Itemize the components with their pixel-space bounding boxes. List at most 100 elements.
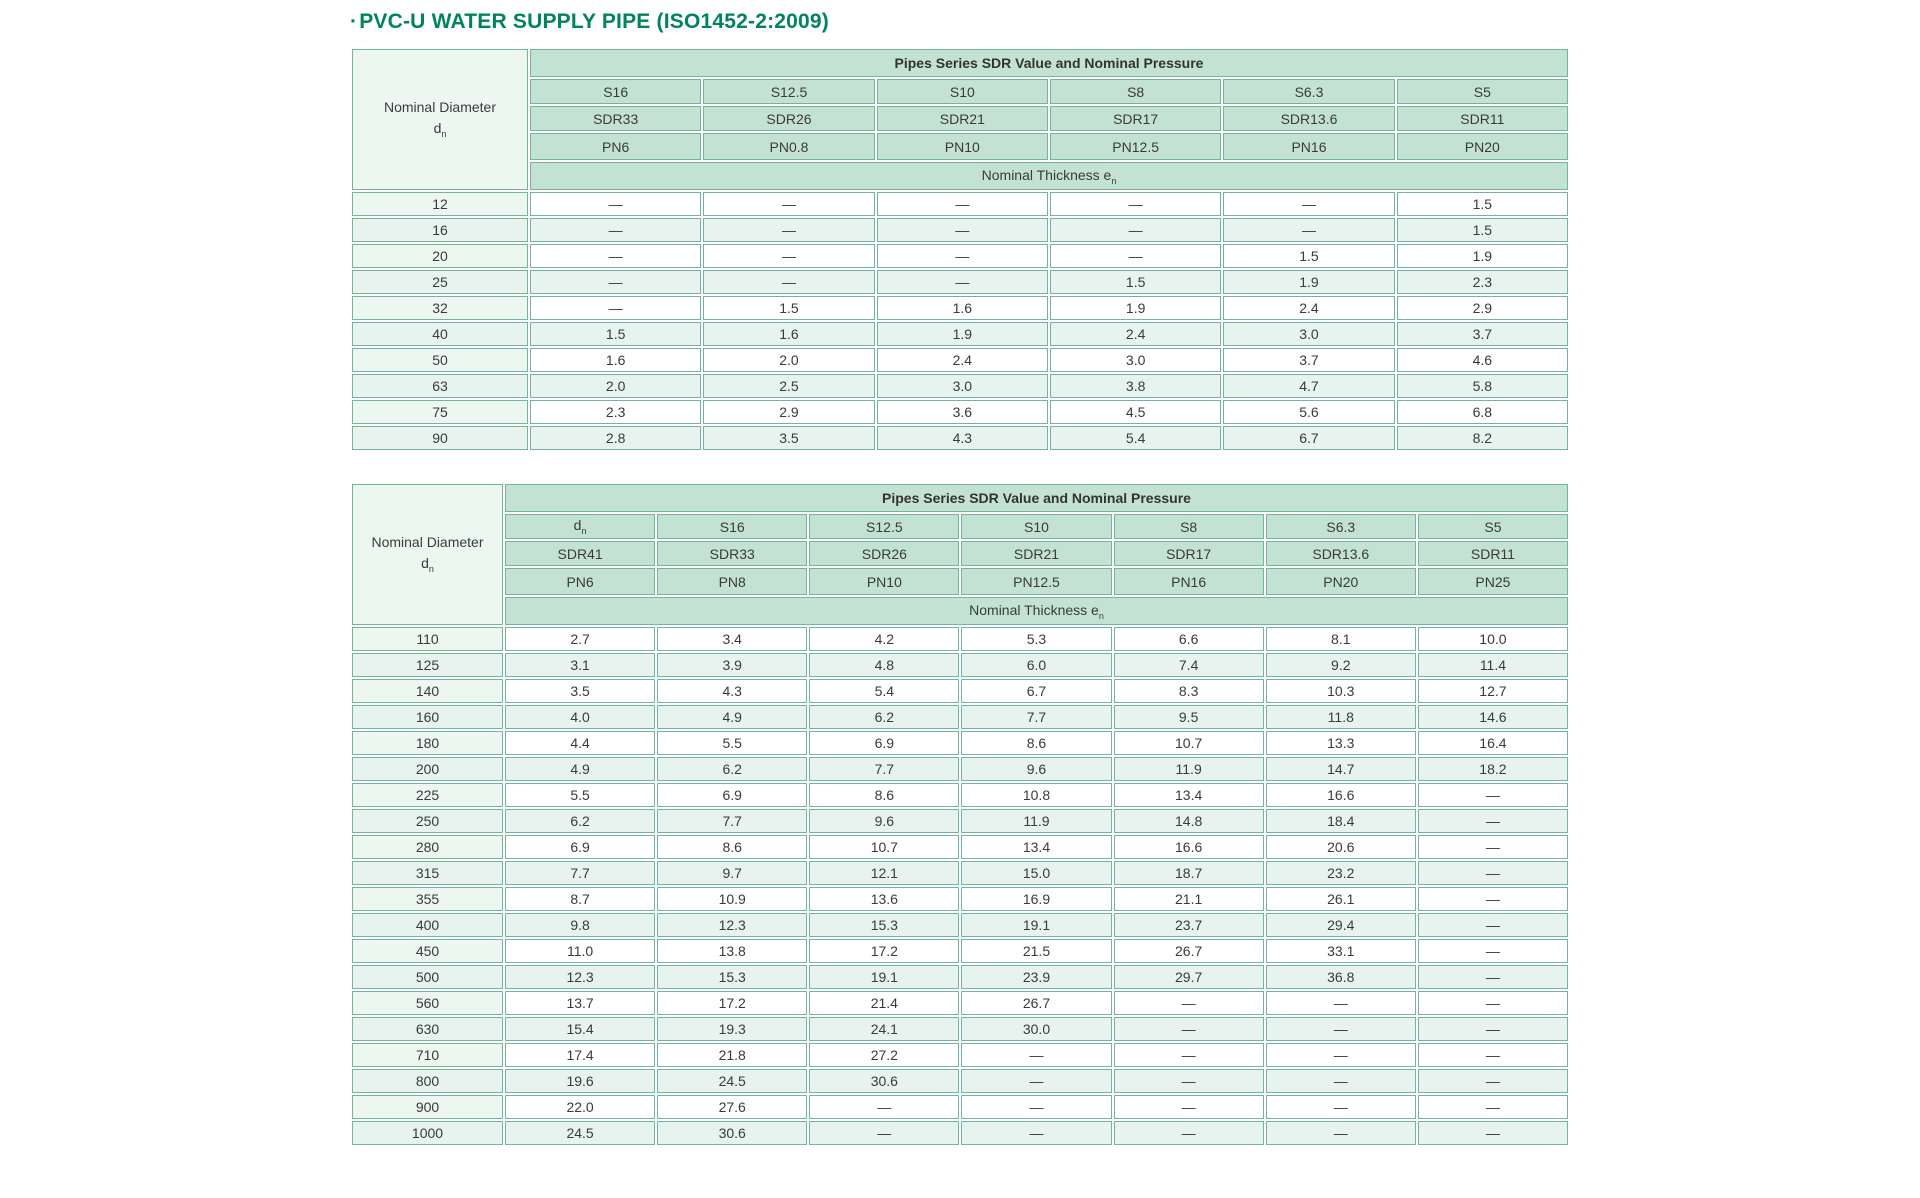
table-row: 160 4.0 4.9 6.2 7.7 9.5 11.8 14.6	[352, 705, 1568, 729]
thickness-value-cell: 16.6	[1113, 835, 1264, 859]
nominal-diameter-symbol: dn	[421, 555, 434, 575]
thickness-value-cell: 15.4	[505, 1017, 656, 1041]
thickness-value-cell: —	[1417, 861, 1568, 885]
thickness-value-cell: 13.6	[809, 887, 960, 911]
thickness-value-cell: —	[1417, 939, 1568, 963]
thickness-value-cell: 7.7	[961, 705, 1112, 729]
sdr-header-cell: SDR17	[1049, 106, 1222, 131]
table-row: 250 6.2 7.7 9.6 11.9 14.8 18.4—	[352, 809, 1568, 833]
diameter-cell: 63	[352, 374, 528, 398]
thickness-value-cell: 27.2	[809, 1043, 960, 1067]
thickness-value-cell: —	[1265, 1017, 1416, 1041]
thickness-value-cell: 3.9	[657, 653, 808, 677]
thickness-value-cell: 26.1	[1265, 887, 1416, 911]
thickness-value-cell: 24.5	[505, 1121, 656, 1145]
thickness-value-cell: 11.4	[1417, 653, 1568, 677]
thickness-value-cell: 8.6	[961, 731, 1112, 755]
nominal-thickness-header: Nominal Thickness en	[505, 597, 1568, 625]
table-row: 63 2.0 2.5 3.0 3.8 4.7 5.8	[352, 374, 1568, 398]
table-row: 710 17.4 21.8 27.2— — — —	[352, 1043, 1568, 1067]
thickness-value-cell: 16.6	[1265, 783, 1416, 807]
sdr-header-cell: SDR26	[703, 106, 875, 131]
thickness-value-cell: 2.3	[530, 400, 702, 424]
diameter-cell: 315	[352, 861, 503, 885]
thickness-value-cell: 3.8	[1049, 374, 1222, 398]
table-row: 32—1.5 1.6 1.9 2.4 2.9	[352, 296, 1568, 320]
thickness-value-cell: 5.6	[1223, 400, 1395, 424]
table-row: 12— — — — —1.5	[352, 192, 1568, 216]
pn-header-cell: PN16	[1223, 133, 1395, 160]
thickness-value-cell: —	[1113, 1043, 1264, 1067]
thickness-value-cell: 6.9	[657, 783, 808, 807]
table-row: 1000 24.5 30.6— — — — —	[352, 1121, 1568, 1145]
table-row: 355 8.7 10.9 13.6 16.9 21.1 26.1—	[352, 887, 1568, 911]
thickness-value-cell: —	[703, 218, 875, 242]
diameter-cell: 280	[352, 835, 503, 859]
thickness-value-cell: 4.9	[505, 757, 656, 781]
diameter-cell: 90	[352, 426, 528, 450]
thickness-value-cell: 30.0	[961, 1017, 1112, 1041]
thickness-value-cell: 6.9	[809, 731, 960, 755]
sdr-header-cell: SDR11	[1417, 541, 1568, 566]
pn-header-cell: PN12.5	[961, 568, 1112, 595]
table-row: 25— — —1.5 1.9 2.3	[352, 270, 1568, 294]
thickness-value-cell: 33.1	[1265, 939, 1416, 963]
thickness-value-cell: 2.9	[1396, 296, 1568, 320]
thickness-value-cell: 2.0	[703, 348, 875, 372]
thickness-value-cell: 7.7	[505, 861, 656, 885]
thickness-value-cell: 10.3	[1265, 679, 1416, 703]
table-row: 50 1.6 2.0 2.4 3.0 3.7 4.6	[352, 348, 1568, 372]
sdr-header-cell: SDR21	[961, 541, 1112, 566]
thickness-value-cell: —	[1265, 991, 1416, 1015]
thickness-value-cell: 2.4	[876, 348, 1048, 372]
series-header-cell: S10	[961, 514, 1112, 539]
diameter-cell: 140	[352, 679, 503, 703]
corner-nominal-diameter: Nominal Diameter dn	[352, 49, 528, 190]
thickness-value-cell: 12.3	[657, 913, 808, 937]
thickness-value-cell: 7.7	[657, 809, 808, 833]
table-row: 75 2.3 2.9 3.6 4.5 5.6 6.8	[352, 400, 1568, 424]
thickness-value-cell: 9.2	[1265, 653, 1416, 677]
sdr-header-cell: SDR13.6	[1265, 541, 1416, 566]
thickness-value-cell: 5.4	[1049, 426, 1222, 450]
sdr-header-cell: SDR21	[876, 106, 1048, 131]
thickness-value-cell: 23.2	[1265, 861, 1416, 885]
thickness-value-cell: 21.8	[657, 1043, 808, 1067]
thickness-value-cell: —	[1417, 965, 1568, 989]
pn-header-cell: PN6	[530, 133, 702, 160]
thickness-value-cell: 3.5	[703, 426, 875, 450]
thickness-value-cell: —	[809, 1095, 960, 1119]
pn-header-cell: PN8	[657, 568, 808, 595]
thickness-value-cell: —	[1417, 809, 1568, 833]
thickness-value-cell: —	[1417, 1121, 1568, 1145]
thickness-value-cell: 30.6	[809, 1069, 960, 1093]
thickness-value-cell: 9.6	[809, 809, 960, 833]
thickness-value-cell: 1.9	[1396, 244, 1568, 268]
thickness-value-cell: 24.5	[657, 1069, 808, 1093]
thickness-value-cell: 19.6	[505, 1069, 656, 1093]
thickness-value-cell: 6.2	[809, 705, 960, 729]
thickness-value-cell: 19.1	[809, 965, 960, 989]
thickness-value-cell: —	[1417, 991, 1568, 1015]
thickness-value-cell: 2.0	[530, 374, 702, 398]
diameter-cell: 40	[352, 322, 528, 346]
thickness-value-cell: —	[1049, 192, 1222, 216]
thickness-value-cell: 10.9	[657, 887, 808, 911]
thickness-value-cell: 18.4	[1265, 809, 1416, 833]
table-row: 400 9.8 12.3 15.3 19.1 23.7 29.4—	[352, 913, 1568, 937]
nominal-diameter-label: Nominal Diameter	[371, 534, 484, 551]
thickness-value-cell: 6.9	[505, 835, 656, 859]
sdr-header-cell: SDR17	[1113, 541, 1264, 566]
table-row: 560 13.7 17.2 21.4 26.7— — —	[352, 991, 1568, 1015]
thickness-value-cell: —	[703, 244, 875, 268]
sdr-header-cell: SDR13.6	[1223, 106, 1395, 131]
thickness-value-cell: 3.4	[657, 627, 808, 651]
thickness-value-cell: 1.5	[1396, 192, 1568, 216]
diameter-cell: 50	[352, 348, 528, 372]
diameter-cell: 25	[352, 270, 528, 294]
thickness-value-cell: 6.2	[657, 757, 808, 781]
table-row: 20— — — —1.5 1.9	[352, 244, 1568, 268]
thickness-value-cell: 8.6	[809, 783, 960, 807]
thickness-value-cell: 18.2	[1417, 757, 1568, 781]
thickness-value-cell: 2.5	[703, 374, 875, 398]
